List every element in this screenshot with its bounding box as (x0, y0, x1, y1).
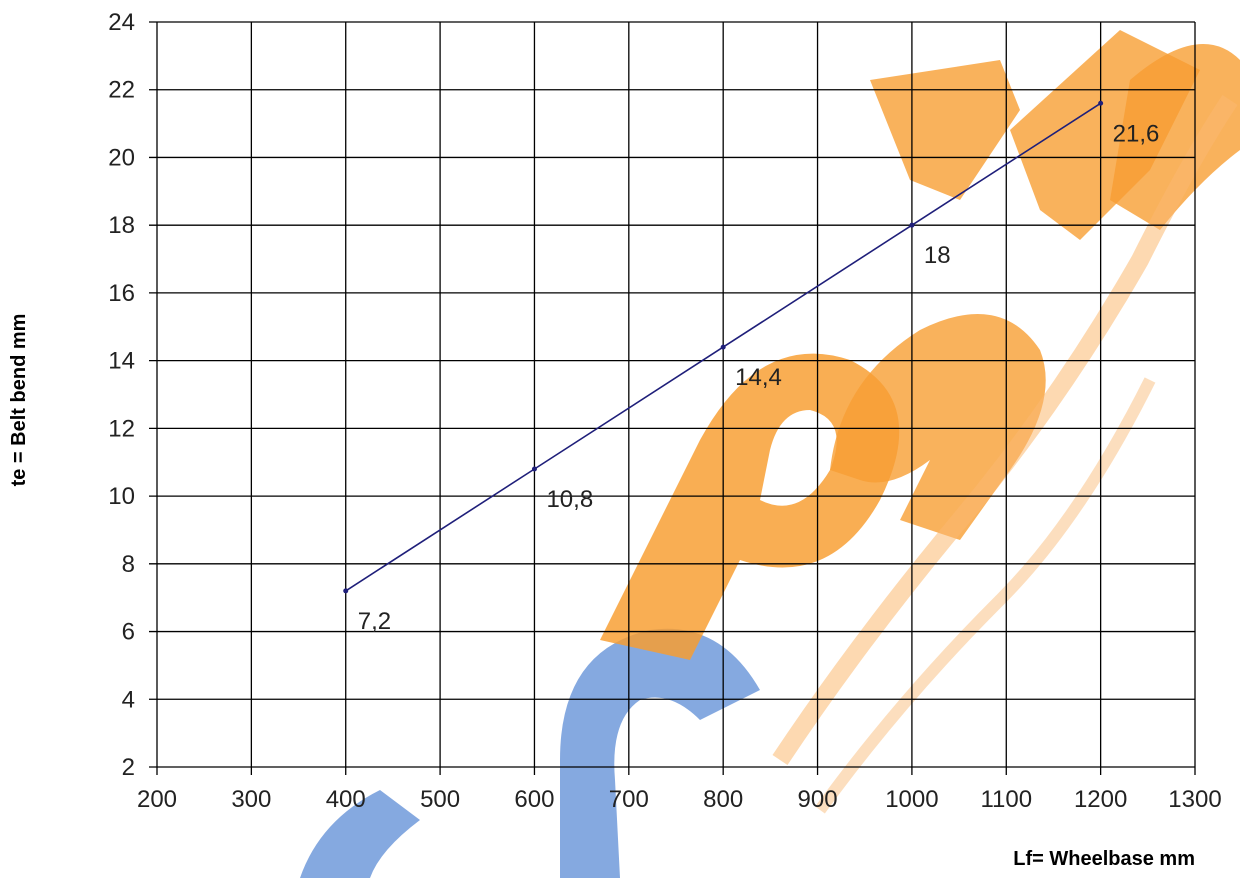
watermark-orange-shape-s (1110, 44, 1240, 230)
y-tick-label: 20 (108, 144, 135, 171)
x-tick-label: 600 (514, 786, 554, 813)
y-tick-label: 18 (108, 212, 135, 239)
y-tick-label: 10 (108, 483, 135, 510)
y-tick-label: 16 (108, 280, 135, 307)
data-point (343, 588, 349, 594)
watermark-orange-shape-r (870, 60, 1020, 200)
watermark-orange-shape-p (600, 353, 900, 660)
x-tick-label: 1000 (885, 786, 938, 813)
x-tick-label: 900 (798, 786, 838, 813)
data-label: 21,6 (1113, 120, 1160, 147)
data-label: 7,2 (358, 608, 391, 635)
data-point (1098, 100, 1104, 106)
watermark-orange-swash-2 (815, 377, 1156, 814)
data-label: 14,4 (735, 364, 782, 391)
watermark-blue-shape (560, 628, 760, 878)
y-tick-label: 24 (108, 9, 135, 36)
data-point (720, 344, 726, 350)
data-points (343, 100, 1104, 594)
y-tick-label: 8 (122, 551, 135, 578)
x-tick-label: 700 (609, 786, 649, 813)
x-axis-title: Lf= Wheelbase mm (1013, 848, 1195, 870)
y-tick-label: 4 (122, 686, 135, 713)
x-tick-label: 500 (420, 786, 460, 813)
x-tick-label: 1100 (980, 786, 1032, 813)
x-axis-ticks: 200 300 400 500 600 700 800 900 1000 1100 1200 1300 (137, 786, 1222, 813)
data-point (909, 222, 915, 228)
y-tick-label: 22 (108, 77, 135, 104)
x-tick-label: 1200 (1074, 786, 1127, 813)
watermark-orange-swash (772, 95, 1238, 765)
y-tick-label: 2 (122, 754, 135, 781)
x-tick-label: 300 (231, 786, 271, 813)
x-tick-label: 400 (326, 786, 366, 813)
data-labels: 7,2 10,8 14,4 18 21,6 (358, 120, 1160, 635)
watermark-blue-shape-2 (300, 790, 420, 878)
data-label: 10,8 (546, 486, 593, 513)
x-tick-label: 1300 (1168, 786, 1221, 813)
y-axis-title: te = Belt bend mm (8, 314, 30, 487)
y-tick-label: 6 (122, 619, 135, 646)
y-tick-label: 14 (108, 348, 135, 375)
data-label: 18 (924, 242, 951, 269)
x-tick-label: 200 (137, 786, 177, 813)
data-point (531, 466, 537, 472)
watermark-orange-shape-a (830, 314, 1046, 540)
chart-grid (149, 21, 1196, 775)
y-tick-label: 12 (108, 415, 135, 442)
x-tick-label: 800 (703, 786, 743, 813)
